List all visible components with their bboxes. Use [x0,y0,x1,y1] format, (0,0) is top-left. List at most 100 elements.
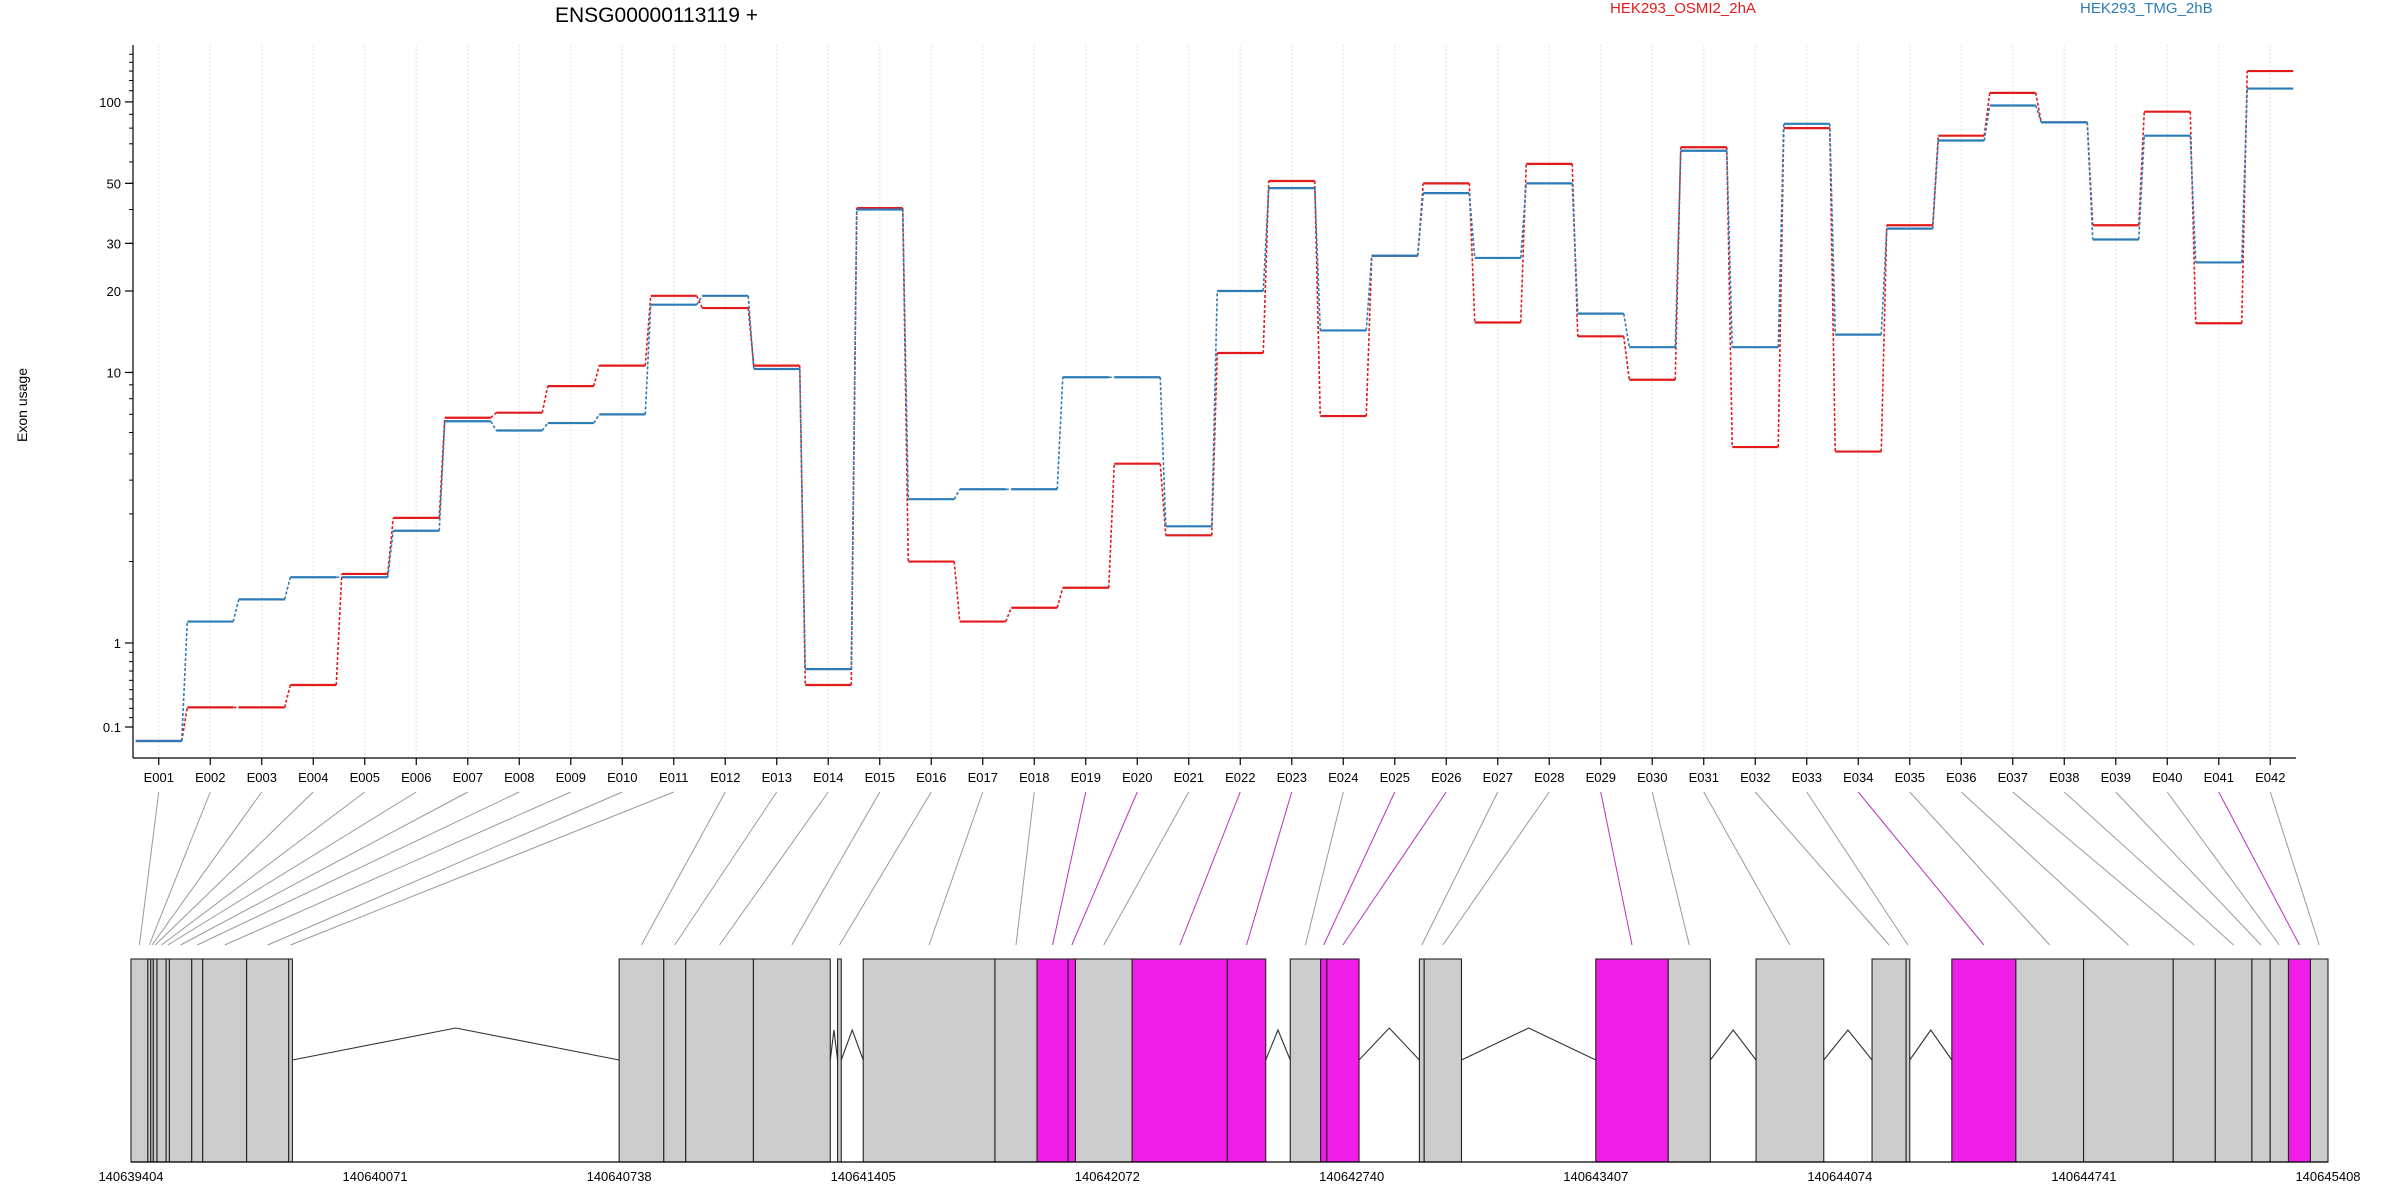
intron-connector [1909,1029,1953,1061]
exon-link [1342,791,1447,946]
series-connector [592,365,601,387]
x-tick-label: E018 [1019,770,1049,785]
exon-link [674,791,778,946]
series-connector [490,412,497,419]
x-tick-label: E002 [195,770,225,785]
genomic-tick-label: 140644074 [1807,1169,1872,1184]
exon-link [928,791,984,946]
x-tick-label: E003 [247,770,277,785]
series-connector [1622,336,1631,380]
x-tick-label: E005 [350,770,380,785]
exon-box [202,958,248,1163]
series-connector [901,209,910,500]
y-tick-label: 30 [107,236,121,251]
series-connector [541,422,549,432]
exon-link [2218,791,2300,946]
exon-box [1755,958,1825,1163]
exon-link [2166,791,2280,946]
x-tick-label: E016 [916,770,946,785]
x-tick-label: E004 [298,770,328,785]
exon-box [1067,958,1076,1163]
exon-box [288,958,293,1163]
exon-link [1651,791,1690,946]
exon-link [197,791,520,946]
exon-link [1304,791,1344,946]
genomic-tick-label: 140642072 [1075,1169,1140,1184]
series-connector [1056,377,1064,490]
exon-link [1323,791,1396,946]
exon-link [838,791,932,946]
exon-box [1951,958,2017,1163]
exon-links [138,791,2320,946]
exon-link [1246,791,1293,946]
y-tick-label: 0.1 [103,720,121,735]
intron-connector [840,1028,864,1061]
intron-connector [1265,1028,1291,1061]
series-connector [1880,225,1888,452]
series-connector [1674,150,1682,348]
intron-connector [292,1027,620,1061]
exon-box [2269,958,2290,1163]
series-connector [1416,193,1425,256]
x-tick-label: E013 [762,770,792,785]
series-connector [2240,88,2249,263]
exon-link [2115,791,2262,946]
series-connector [1365,255,1373,331]
exon-box [2287,958,2311,1163]
x-tick-label: E040 [2152,770,2182,785]
legend-series-1: HEK293_OSMI2_2hA [1610,0,1756,17]
exon-link [1754,791,1890,946]
y-tick-label: 10 [107,365,121,380]
series-connector [1056,587,1064,608]
exon-box [1326,958,1360,1163]
series-connector [1725,150,1734,348]
exon-box [168,958,193,1163]
x-tick-label: E029 [1586,770,1616,785]
series-connector [1313,180,1322,417]
x-tick-label: E009 [556,770,586,785]
x-tick-label: E020 [1122,770,1152,785]
series-connector [593,413,600,424]
exon-box [246,958,290,1163]
series-connector [438,421,446,531]
series-connector [1210,290,1219,527]
x-tick-label: E031 [1689,770,1719,785]
series-connector [1262,180,1270,354]
series-connector [696,295,703,309]
series-connector [1880,228,1888,335]
series-connector [1468,183,1476,323]
exon-box [2172,958,2216,1163]
genomic-tick-label: 140639404 [98,1169,163,1184]
exon-link [148,791,211,946]
exon-box [1595,958,1669,1163]
x-tick-label: E034 [1843,770,1873,785]
exon-box [862,958,996,1163]
exon-link [1421,791,1499,946]
exon-link [641,791,726,946]
series-lines [135,69,2294,743]
series-connector [1674,147,1682,380]
series-connector [2034,105,2043,123]
exon-link [154,791,314,946]
exon-box [1667,958,1711,1163]
exon-link [1960,791,2129,946]
x-tick-label: E021 [1174,770,1204,785]
exon-box [1226,958,1267,1163]
exon-box [130,958,149,1163]
exon-link [161,791,366,946]
series-connector [2189,135,2197,263]
genomic-tick-label: 140640071 [343,1169,408,1184]
exon-box [752,958,831,1163]
series-connector [644,304,652,415]
series-connector [644,295,652,366]
x-tick-label: E026 [1431,770,1461,785]
x-tick-label: E010 [607,770,637,785]
genomic-tick-label: 140643407 [1563,1169,1628,1184]
exon-link [151,791,263,946]
exon-link [180,791,468,946]
exon-box [1418,958,1425,1163]
exon-link [1909,791,2051,946]
x-tick-label: E006 [401,770,431,785]
x-tick-label: E041 [2204,770,2234,785]
series-connector [1262,188,1270,292]
